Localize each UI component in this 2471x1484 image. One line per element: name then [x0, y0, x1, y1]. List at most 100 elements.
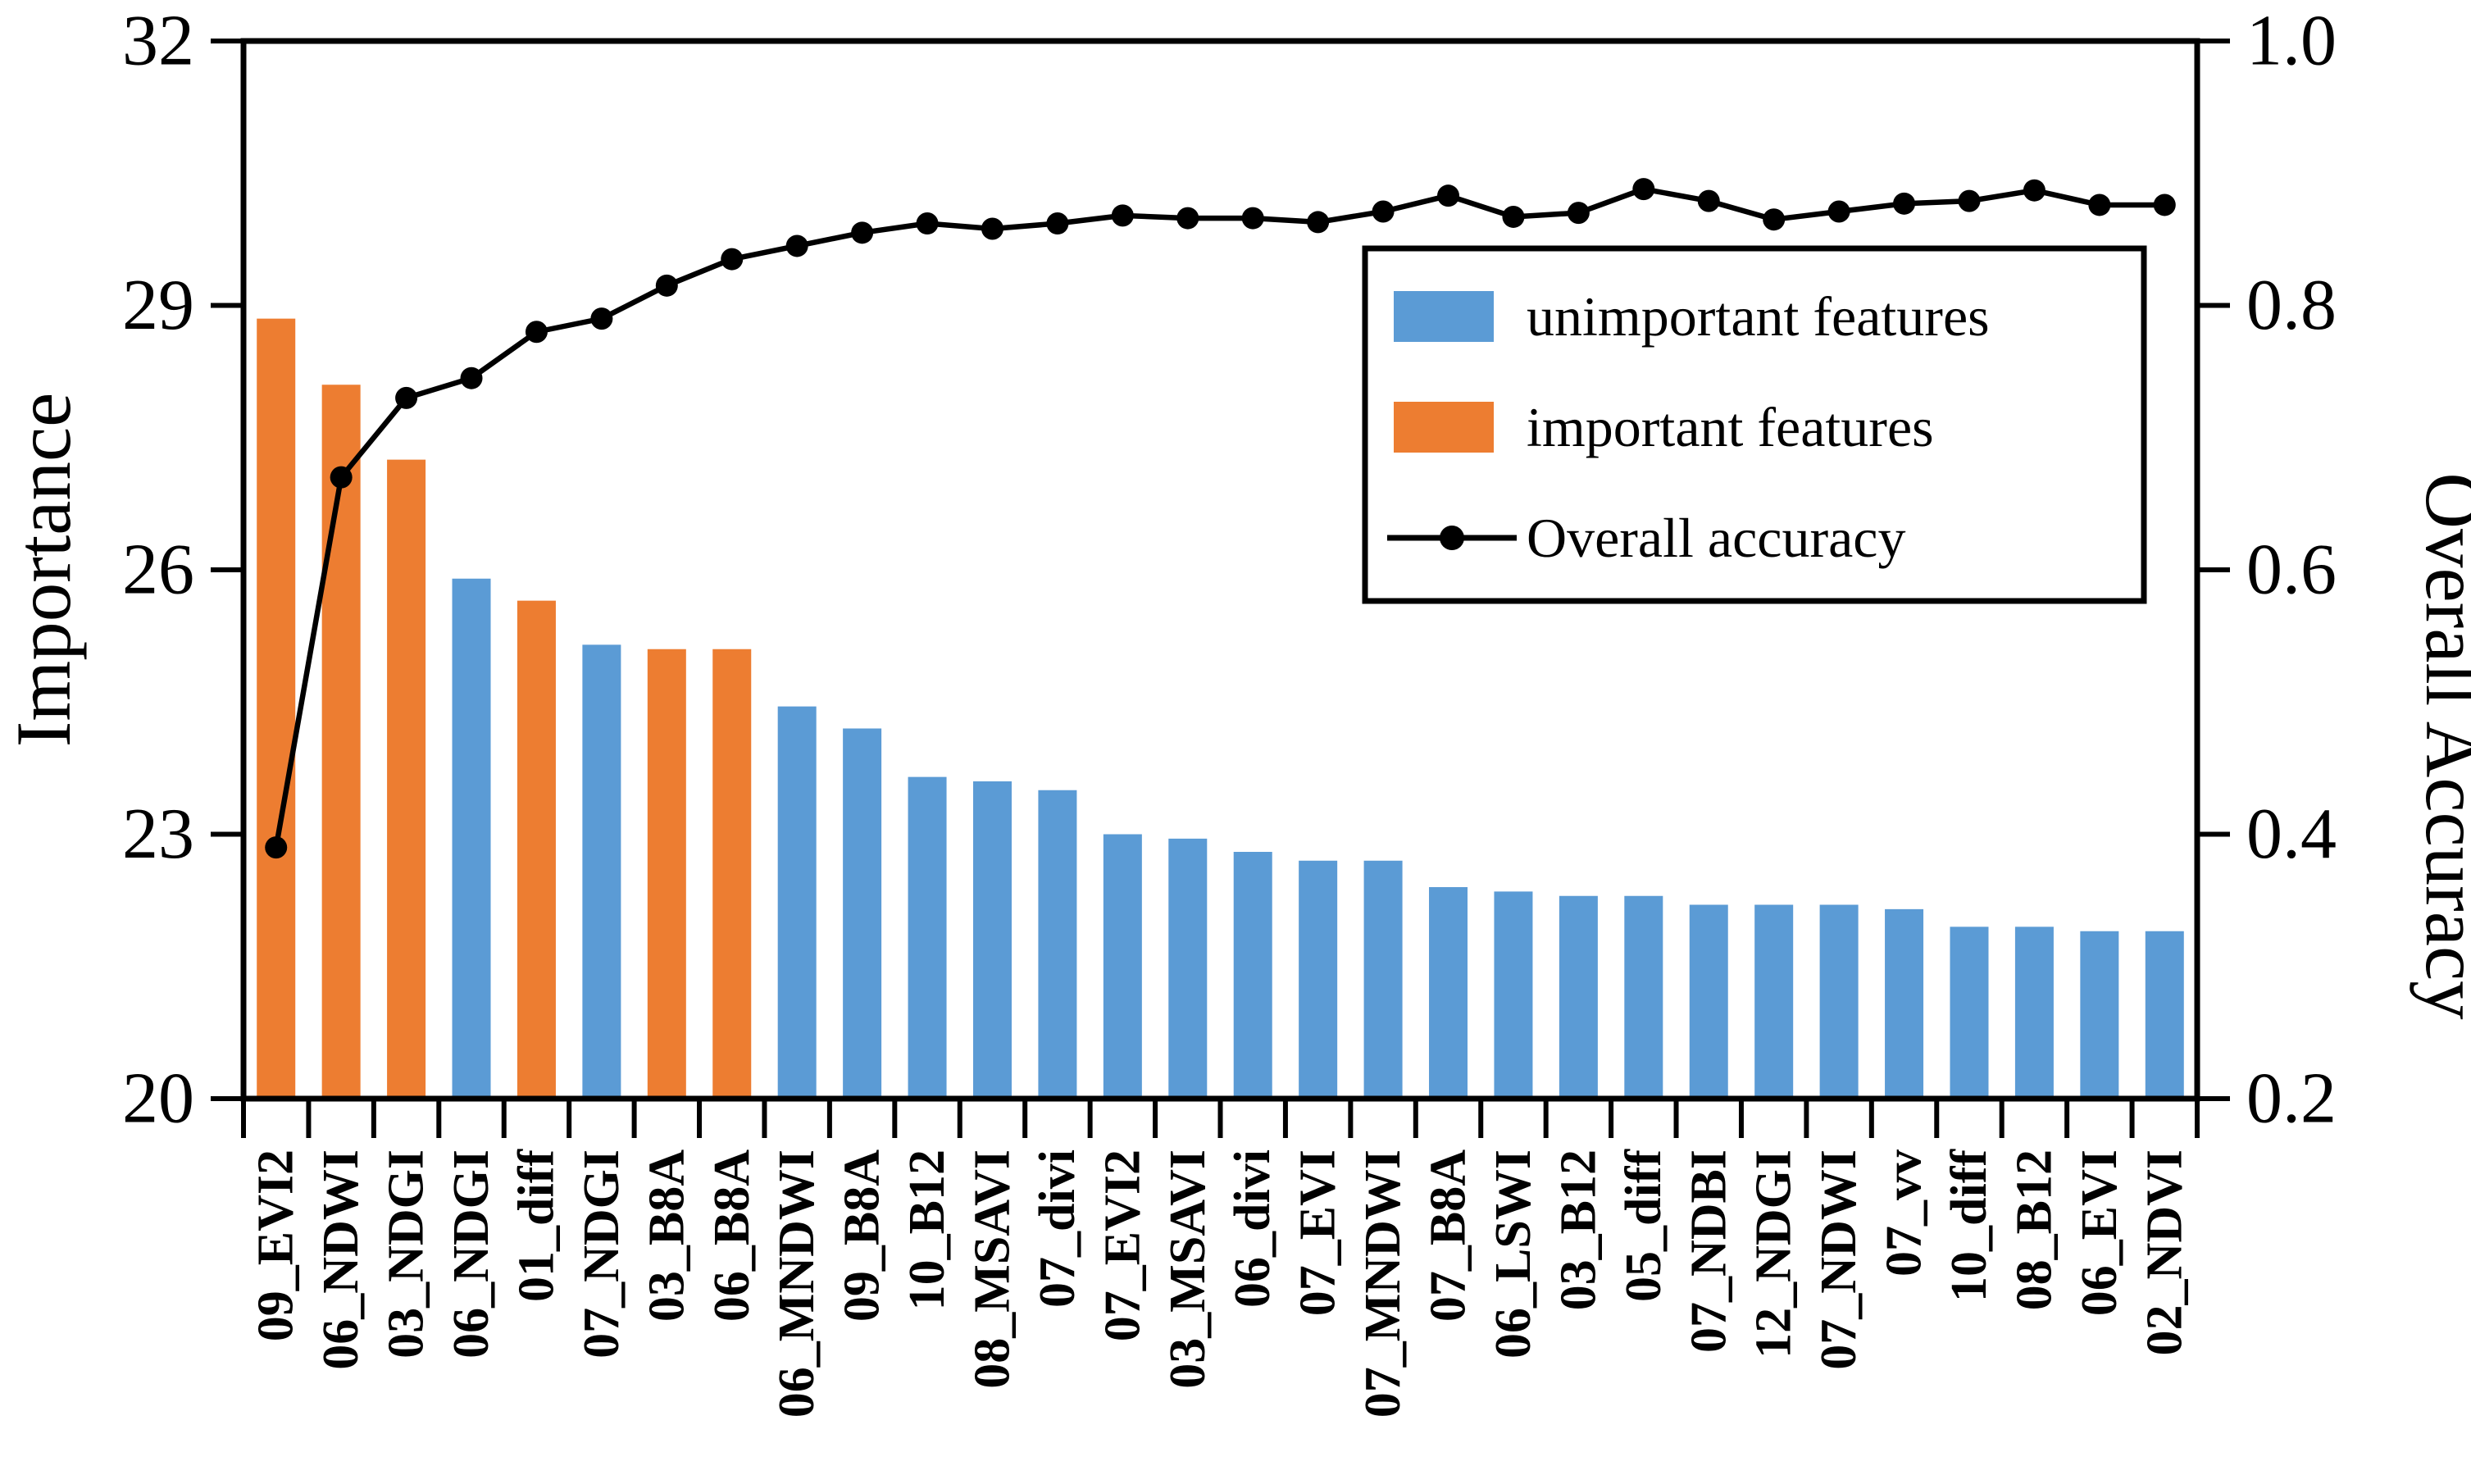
left-axis-tick-label: 26: [122, 530, 194, 610]
bar-06_divi: [1233, 852, 1272, 1099]
bar-07_EVI2: [1103, 834, 1142, 1099]
left-axis-tick-label: 20: [122, 1059, 194, 1139]
accuracy-dot-06_EVI: [2088, 193, 2111, 216]
accuracy-dot-07_NDGI: [590, 307, 613, 330]
bar-06_B8A: [712, 649, 752, 1099]
x-category-label-07_vv: 07_vv: [1877, 1149, 1932, 1277]
bar-06_NDGI: [452, 578, 491, 1099]
x-category-label-08_B12: 08_B12: [2006, 1149, 2062, 1310]
accuracy-dot-06_LSWI: [1502, 205, 1525, 228]
x-category-label-01_diff: 01_diff: [508, 1149, 564, 1302]
bar-03_B8A: [647, 649, 686, 1099]
x-category-label-07_B8A: 07_B8A: [1421, 1149, 1477, 1322]
bar-07_divi: [1038, 790, 1077, 1099]
right-axis-tick-label: 0.4: [2246, 794, 2337, 874]
accuracy-dot-08_B12: [2023, 179, 2046, 202]
bar-07_NDGI: [582, 644, 621, 1099]
bar-09_EVI2: [257, 318, 296, 1099]
right-axis-tick-label: 0.6: [2246, 530, 2337, 610]
legend-label-accuracy: Overall accuracy: [1527, 507, 1905, 569]
bar-01_diff: [516, 600, 556, 1099]
x-category-label-12_NDGI: 12_NDGI: [1746, 1149, 1802, 1359]
accuracy-dot-07_NDWI: [1827, 200, 1850, 223]
legend-label-unimportant: unimportant features: [1527, 285, 1990, 348]
x-category-label-03_B8A: 03_B8A: [639, 1149, 694, 1322]
bar-07_vv: [1885, 908, 1924, 1099]
right-axis-tick-label: 0.2: [2246, 1059, 2337, 1139]
bar-09_B8A: [843, 728, 882, 1099]
bar-05_diff: [1624, 895, 1663, 1099]
bar-06_LSWI: [1494, 891, 1533, 1099]
right-axis-tick-label: 0.8: [2246, 266, 2337, 345]
bar-07_MNDWI: [1363, 860, 1403, 1099]
bar-08_MSAVI: [972, 781, 1012, 1099]
legend-swatch-unimportant: [1394, 291, 1494, 342]
x-category-label-07_NDGI: 07_NDGI: [574, 1149, 630, 1359]
bar-06_NDWI: [321, 385, 361, 1099]
bar-07_NDWI: [1819, 904, 1859, 1099]
x-category-label-05_diff: 05_diff: [1616, 1149, 1672, 1302]
accuracy-dot-09_EVI2: [265, 836, 288, 859]
bar-08_B12: [2014, 926, 2054, 1099]
accuracy-dot-09_B8A: [851, 221, 874, 244]
accuracy-dot-05_diff: [1632, 178, 1655, 201]
accuracy-dot-03_B8A: [655, 274, 678, 297]
left-axis-tick-label: 29: [122, 266, 194, 345]
bar-12_NDGI: [1754, 904, 1794, 1099]
accuracy-dot-06_NDWI: [330, 466, 353, 489]
accuracy-dot-06_NDGI: [460, 366, 483, 389]
x-category-label-06_divi: 06_divi: [1225, 1149, 1281, 1308]
accuracy-dot-07_B8A: [1437, 184, 1460, 207]
bar-07_EVI: [1299, 860, 1338, 1099]
accuracy-dot-03_NDGI: [395, 386, 418, 409]
accuracy-dot-10_B12: [916, 212, 939, 235]
x-category-label-03_MSAVI: 03_MSAVI: [1160, 1149, 1216, 1389]
accuracy-dot-07_vv: [1893, 192, 1916, 215]
x-category-labels: 09_EVI2 06_NDWI 03_NDGI 06_NDGI 01_diff 07_ND…: [248, 1149, 2193, 1418]
left-axis-tick-label: 32: [122, 2, 194, 81]
x-category-label-07_EVI2: 07_EVI2: [1094, 1149, 1150, 1341]
bar-10_B12: [908, 776, 947, 1099]
accuracy-dot-08_MSAVI: [981, 217, 1003, 240]
bar-03_B12: [1559, 895, 1598, 1099]
legend-label-important: important features: [1527, 396, 1934, 458]
accuracy-dot-01_diff: [525, 321, 548, 344]
x-category-label-07_NDWI: 07_NDWI: [1811, 1149, 1867, 1370]
x-category-label-06_NDGI: 06_NDGI: [444, 1149, 499, 1359]
x-category-label-06_B8A: 06_B8A: [704, 1149, 760, 1322]
bar-06_MNDWI: [777, 706, 817, 1099]
x-category-label-07_MNDWI: 07_MNDWI: [1355, 1149, 1411, 1418]
x-category-label-06_EVI: 06_EVI: [2072, 1149, 2127, 1316]
legend-swatch-important: [1394, 402, 1494, 453]
accuracy-dot-03_MSAVI: [1176, 207, 1199, 230]
accuracy-dot-06_divi: [1241, 207, 1264, 230]
x-category-label-10_B12: 10_B12: [899, 1149, 955, 1310]
accuracy-dot-07_divi: [1046, 212, 1069, 235]
x-category-label-06_NDWI: 06_NDWI: [313, 1149, 369, 1370]
accuracy-dot-07_EVI: [1307, 211, 1330, 234]
x-category-label-07_divi: 07_divi: [1030, 1149, 1085, 1308]
x-category-label-02_NDVI: 02_NDVI: [2137, 1149, 2192, 1355]
bar-06_EVI: [2080, 931, 2119, 1099]
bar-02_NDVI: [2145, 931, 2184, 1099]
accuracy-dot-10_diff: [1958, 189, 1981, 212]
x-category-label-06_LSWI: 06_LSWI: [1486, 1149, 1541, 1359]
legend-box: [1362, 245, 2147, 604]
left-axis-title: Importance: [0, 393, 87, 748]
legend-dot-sample: [1440, 526, 1464, 550]
x-category-label-03_NDGI: 03_NDGI: [379, 1149, 435, 1359]
axes-group: 32 29 26 23 20 1.0 0.8 0.6 0.4 0.2: [122, 2, 2337, 1139]
bars-group: [257, 318, 2184, 1099]
accuracy-dot-12_NDGI: [1763, 208, 1786, 231]
accuracy-dot-07_MNDWI: [1372, 200, 1395, 223]
bar-07_NDBI: [1689, 904, 1728, 1099]
x-category-label-06_MNDWI: 06_MNDWI: [769, 1149, 825, 1418]
x-category-label-09_B8A: 09_B8A: [835, 1149, 890, 1322]
left-axis-tick-label: 23: [122, 794, 194, 874]
accuracy-dot-07_NDBI: [1697, 189, 1720, 212]
x-category-label-08_MSAVI: 08_MSAVI: [964, 1149, 1020, 1389]
bar-10_diff: [1950, 926, 1989, 1099]
bar-07_B8A: [1429, 887, 1468, 1099]
accuracy-dot-06_MNDWI: [785, 234, 808, 257]
